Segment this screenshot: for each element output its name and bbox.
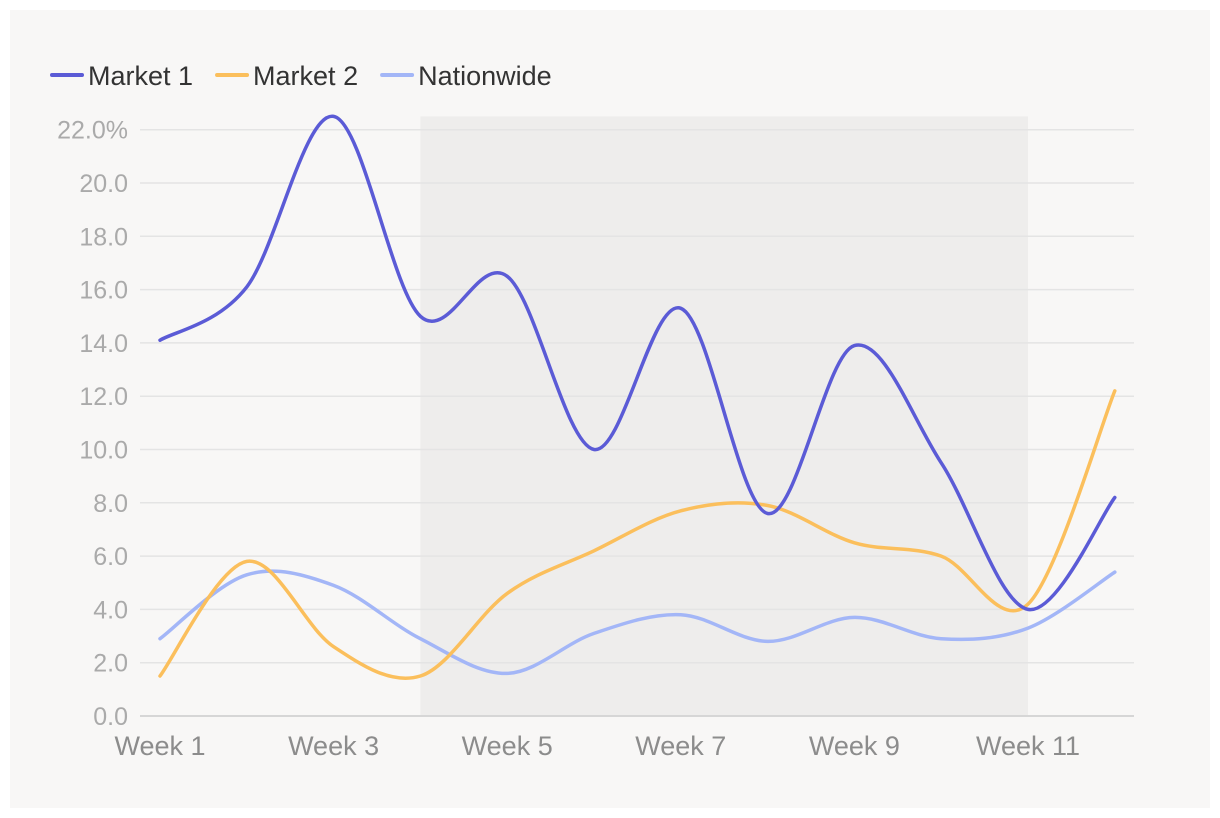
legend: Market 1 Market 2 Nationwide (50, 61, 552, 91)
x-tick-label: Week 3 (288, 731, 379, 761)
x-tick-label: Week 5 (462, 731, 553, 761)
y-tick-label: 18.0 (79, 223, 128, 251)
legend-item-market-1: Market 1 (50, 61, 193, 91)
legend-label: Market 2 (253, 61, 358, 91)
y-tick-label: 10.0 (79, 437, 128, 465)
x-tick-label: Week 9 (809, 731, 900, 761)
x-axis-ticks: Week 1 Week 3 Week 5 Week 7 Week 9 Week 11 (114, 731, 1080, 761)
y-tick-label: 22.0% (57, 117, 128, 145)
legend-item-market-2: Market 2 (215, 61, 358, 91)
y-tick-label: 12.0 (79, 383, 128, 411)
y-axis-ticks: 0.0 2.0 4.0 6.0 8.0 10.0 12.0 14.0 16.0 18.0 20.0 2… (57, 117, 128, 731)
line-chart: 0.0 2.0 4.0 6.0 8.0 10.0 12.0 14.0 16.0 18.0 20.0 2… (50, 61, 1134, 761)
series-lines (158, 114, 1117, 680)
y-tick-label: 2.0 (93, 650, 128, 678)
y-tick-label: 14.0 (79, 330, 128, 358)
y-tick-label: 8.0 (93, 490, 128, 518)
series-line-market-2 (158, 389, 1117, 680)
chart-card: 0.0 2.0 4.0 6.0 8.0 10.0 12.0 14.0 16.0 18.0 20.0 2… (10, 10, 1210, 808)
y-tick-label: 0.0 (93, 703, 128, 731)
y-tick-label: 16.0 (79, 277, 128, 305)
y-tick-label: 20.0 (79, 170, 128, 198)
y-tick-label: 4.0 (93, 596, 128, 624)
x-tick-label: Week 11 (976, 731, 1080, 761)
series-line-nationwide (158, 569, 1117, 676)
legend-label: Nationwide (418, 61, 552, 91)
x-tick-label: Week 7 (635, 731, 726, 761)
legend-item-nationwide: Nationwide (380, 61, 552, 91)
legend-label: Market 1 (88, 61, 193, 91)
grid-lines (140, 128, 1134, 717)
series-line-market-1 (158, 114, 1117, 612)
y-tick-label: 6.0 (93, 543, 128, 571)
x-tick-label: Week 1 (114, 731, 205, 761)
